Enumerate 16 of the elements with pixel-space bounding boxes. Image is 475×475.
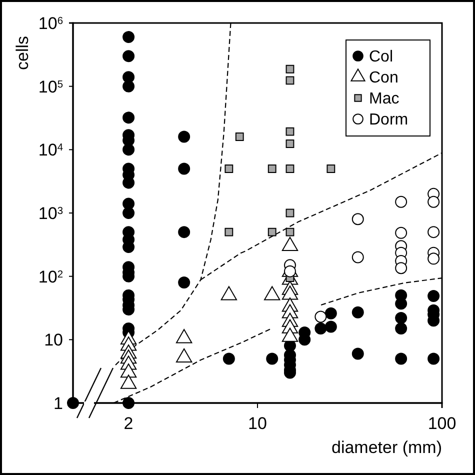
- y-tick-label: 1: [54, 394, 63, 413]
- x-tick-label: 100: [428, 414, 456, 433]
- x-tick-label: 10: [248, 414, 267, 433]
- y-tick-label: 10$^{6}$: [38, 14, 64, 33]
- y-tick-label: 10: [44, 330, 63, 350]
- legend-label: Dorm: [369, 112, 408, 129]
- y-tick-label: 10$^{5}$: [38, 77, 64, 96]
- legend-label: Col: [369, 48, 394, 66]
- x-axis-title: diameter (mm): [331, 438, 442, 457]
- y-tick-label: 10$^{2}$: [38, 267, 64, 286]
- x-tick-label: 2: [124, 414, 134, 433]
- y-tick-label: 10$^{3}$: [38, 204, 64, 223]
- y-axis-title: cells: [13, 36, 32, 70]
- legend-label: Mac: [369, 90, 400, 108]
- y-tick-label: 10$^{4}$: [38, 140, 64, 160]
- legend-label: Con: [369, 70, 398, 87]
